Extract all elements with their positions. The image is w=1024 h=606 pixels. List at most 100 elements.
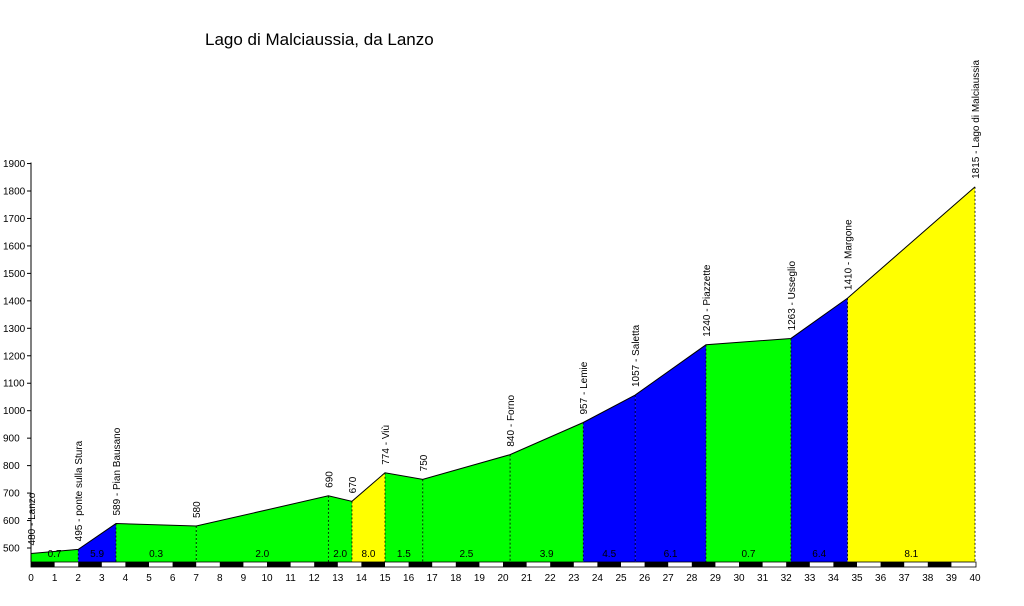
profile-segment [328, 495, 352, 562]
point-label: 957 - Lemie [579, 361, 590, 414]
point-label: 670 [348, 476, 359, 493]
x-tick-label: 37 [899, 573, 911, 584]
x-tick-label: 31 [757, 573, 769, 584]
y-tick-label: 1600 [3, 241, 26, 252]
segment-gradient-label: 6.1 [664, 549, 678, 560]
km-bar-block [927, 562, 952, 567]
y-tick-label: 700 [3, 489, 20, 500]
point-label: 589 - Pian Bausano [112, 427, 123, 515]
x-tick-label: 38 [922, 573, 934, 584]
x-tick-label: 4 [123, 573, 129, 584]
x-tick-label: 33 [804, 573, 816, 584]
point-label: 690 [324, 471, 335, 488]
x-tick-label: 36 [875, 573, 887, 584]
chart-title: Lago di Malciaussia, da Lanzo [205, 30, 434, 49]
profile-segment [635, 344, 706, 562]
point-label: 750 [419, 454, 430, 471]
point-label: 495 - ponte sulla Stura [74, 440, 85, 541]
segment-gradient-label: 2.0 [255, 549, 269, 560]
segment-gradient-label: 8.1 [904, 549, 918, 560]
km-bar-block [503, 562, 527, 567]
km-bar-block [644, 562, 669, 567]
km-bar-block [125, 562, 149, 567]
y-tick-label: 1000 [3, 406, 26, 417]
x-tick-label: 22 [545, 573, 557, 584]
y-tick-label: 1900 [3, 159, 26, 170]
x-tick-label: 3 [99, 573, 105, 584]
profile-segment [510, 422, 584, 562]
km-bar-block [455, 562, 480, 567]
segment-gradient-label: 4.5 [602, 549, 616, 560]
x-tick-label: 6 [170, 573, 176, 584]
km-bar-block [786, 562, 810, 567]
x-tick-label: 5 [146, 573, 152, 584]
x-tick-label: 19 [474, 573, 486, 584]
x-tick-label: 30 [733, 573, 745, 584]
point-label: 1410 - Margone [844, 219, 855, 290]
x-tick-label: 32 [781, 573, 793, 584]
segment-gradient-label: 6.4 [812, 549, 826, 560]
x-tick-label: 24 [592, 573, 604, 584]
point-label: 840 - Forno [506, 394, 517, 446]
km-bar-block [267, 562, 291, 567]
point-label: 480 - Lanzo [27, 492, 38, 545]
x-tick-label: 13 [332, 573, 344, 584]
profile-segment [583, 395, 636, 562]
x-tick-label: 35 [851, 573, 863, 584]
profile-segment [196, 495, 329, 562]
x-tick-label: 25 [615, 573, 627, 584]
profile-segment [790, 298, 848, 562]
point-label: 1263 - Usseglio [787, 261, 798, 331]
x-tick-label: 28 [686, 573, 698, 584]
y-tick-label: 1100 [3, 379, 25, 390]
y-tick-label: 1700 [3, 214, 26, 225]
km-bar-block [172, 562, 197, 567]
point-label: 580 [192, 501, 203, 518]
x-tick-label: 39 [946, 573, 958, 584]
profile-segment [78, 523, 116, 562]
km-bar-block [78, 562, 102, 567]
x-tick-label: 18 [450, 573, 462, 584]
x-tick-label: 0 [28, 573, 34, 584]
y-tick-label: 500 [3, 544, 20, 555]
x-tick-label: 11 [285, 573, 296, 584]
km-bar-block [739, 562, 763, 567]
km-bar-block [31, 562, 55, 567]
profile-segment [847, 186, 975, 562]
x-tick-label: 14 [356, 573, 368, 584]
segment-gradient-label: 2.0 [333, 549, 347, 560]
x-tick-label: 10 [261, 573, 273, 584]
x-tick-label: 9 [241, 573, 247, 584]
segment-gradient-label: 0.3 [149, 549, 163, 560]
segment-gradient-label: 0.7 [741, 549, 755, 560]
profile-segment [385, 472, 423, 562]
profile-segment [422, 454, 511, 562]
km-bar-block [691, 562, 716, 567]
segment-gradient-label: 8.0 [362, 549, 376, 560]
x-tick-label: 29 [710, 573, 722, 584]
y-tick-label: 1800 [3, 187, 26, 198]
km-bar-block [880, 562, 905, 567]
segment-gradient-label: 5.9 [90, 549, 104, 560]
x-tick-label: 1 [52, 573, 58, 584]
y-tick-label: 600 [3, 516, 20, 527]
y-tick-label: 1500 [3, 269, 26, 280]
km-bar-block [833, 562, 857, 567]
km-bar-block [550, 562, 574, 567]
segment-gradient-label: 3.9 [540, 549, 554, 560]
y-tick-label: 800 [3, 461, 20, 472]
x-tick-label: 8 [217, 573, 223, 584]
x-tick-label: 34 [828, 573, 840, 584]
point-label: 774 - Viù [381, 425, 392, 465]
km-bar-block [408, 562, 433, 567]
x-tick-label: 15 [379, 573, 391, 584]
x-tick-label: 2 [75, 573, 81, 584]
segment-gradient-label: 0.7 [48, 549, 62, 560]
profile-segment [115, 523, 197, 562]
segment-gradient-label: 2.5 [459, 549, 473, 560]
x-tick-label: 21 [521, 573, 533, 584]
x-tick-label: 27 [663, 573, 675, 584]
x-tick-label: 7 [193, 573, 199, 584]
x-tick-label: 17 [427, 573, 439, 584]
